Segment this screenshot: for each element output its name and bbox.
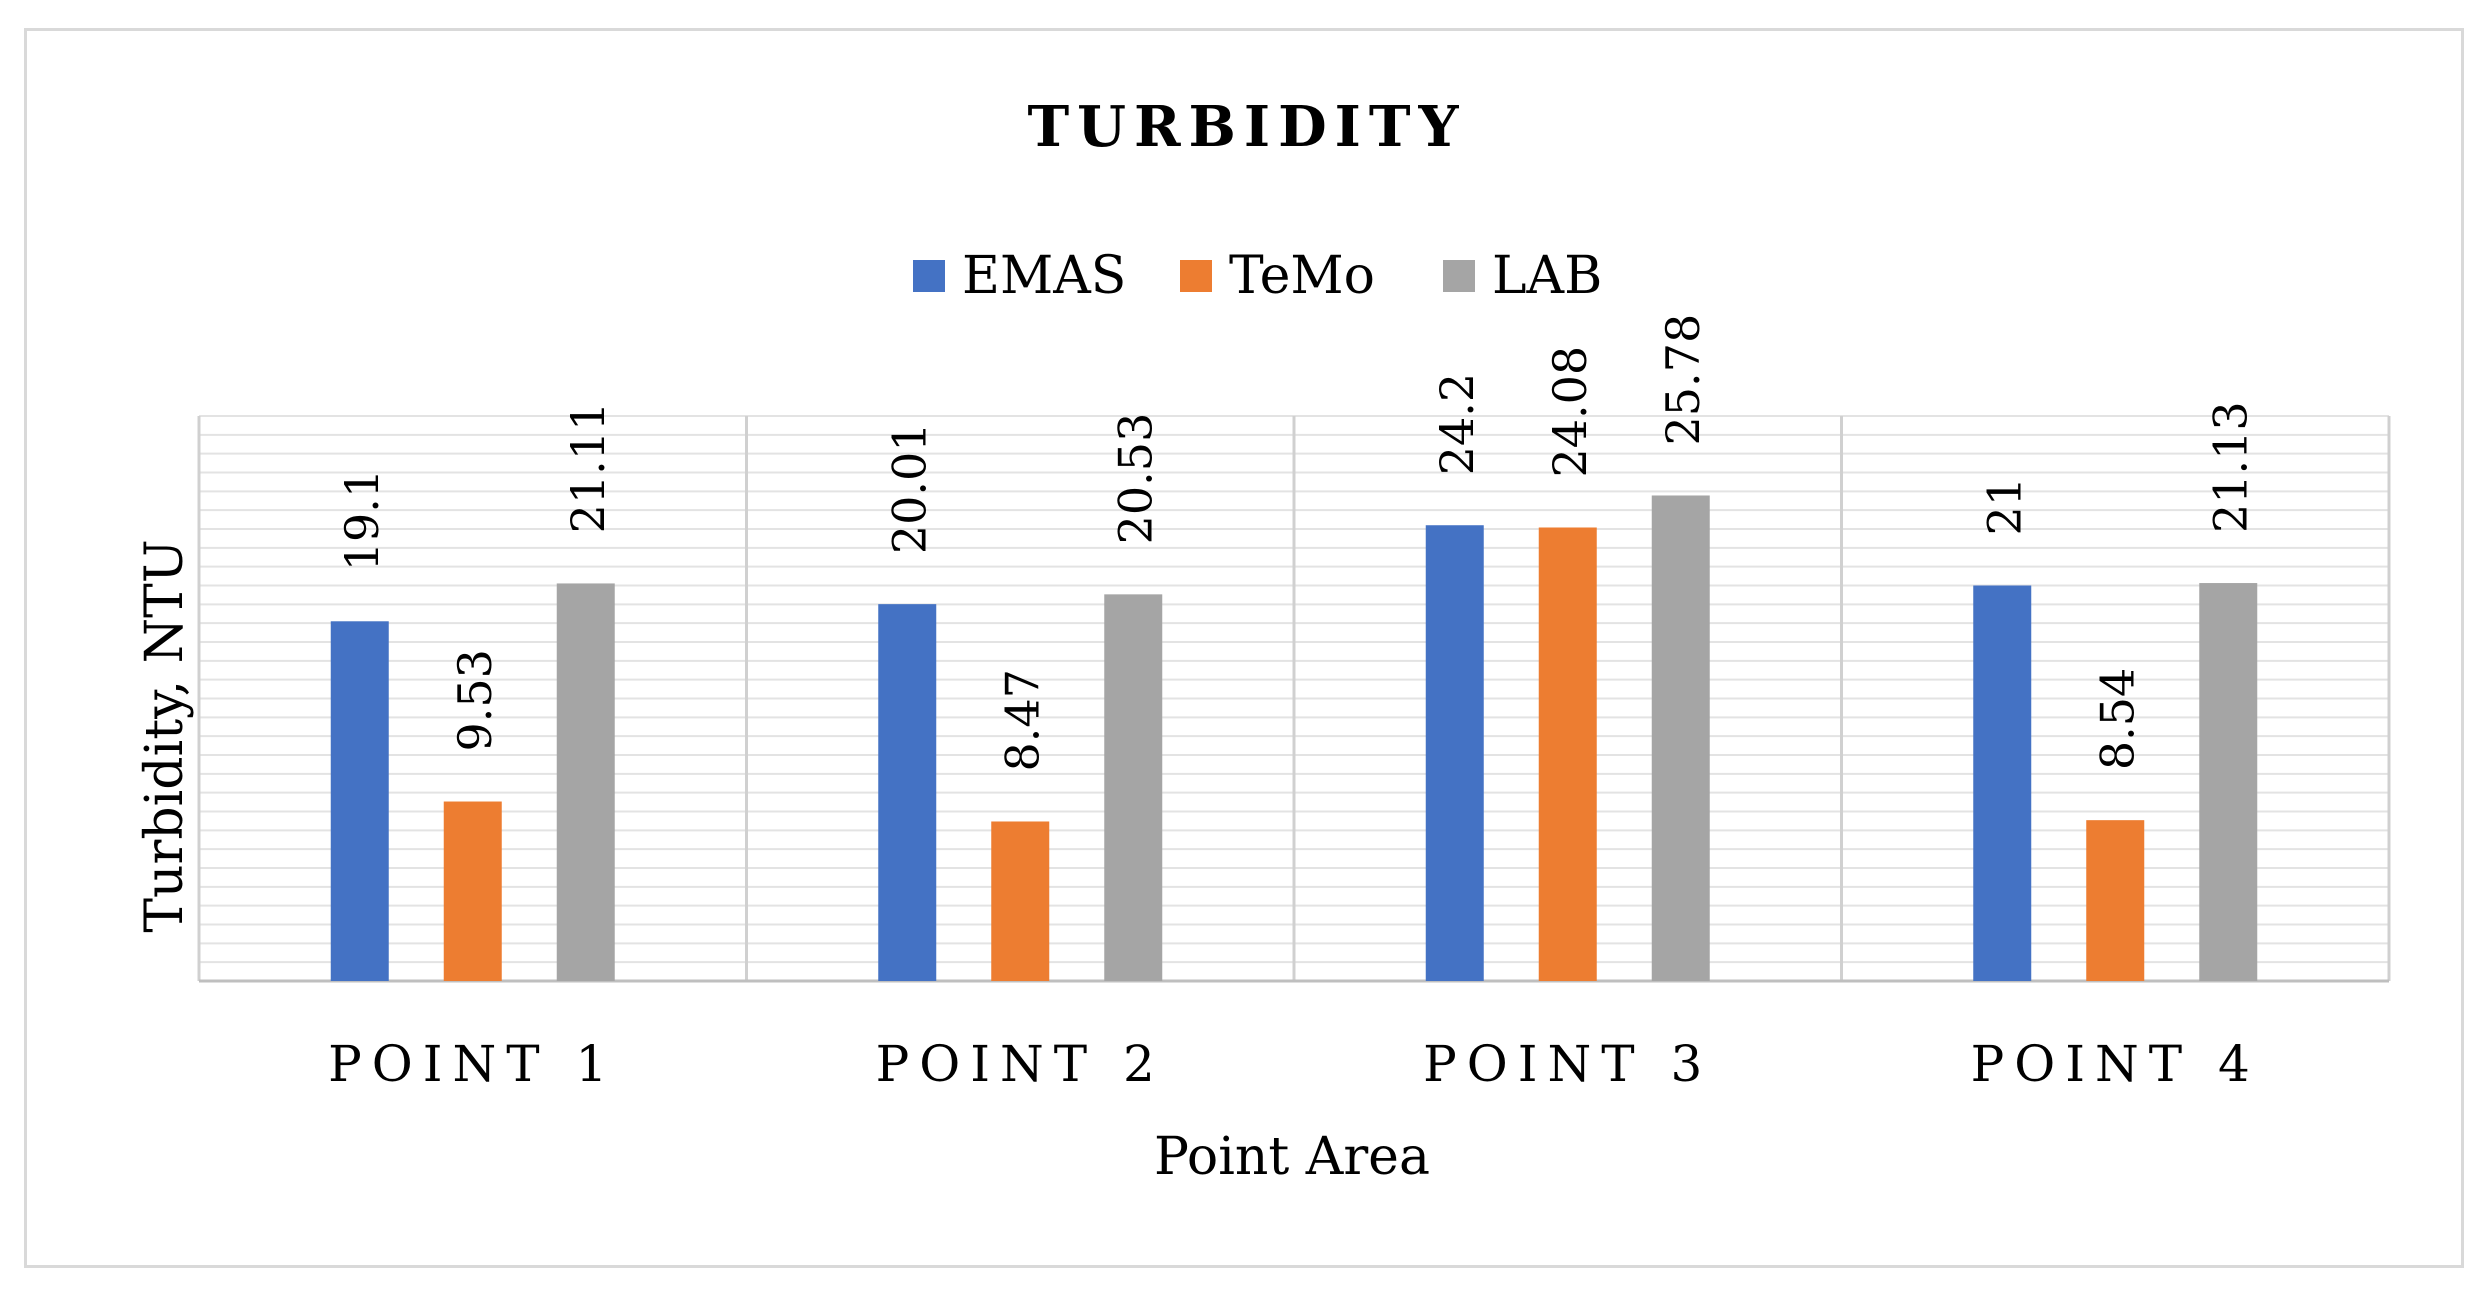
data-label-emas-3: 24.2 — [1430, 373, 1484, 475]
data-label-emas-1: 19.1 — [335, 469, 389, 571]
bar-temo-1 — [443, 801, 502, 981]
x-axis-title: Point Area — [1154, 1127, 1430, 1187]
gridlines — [197, 415, 2391, 983]
bar-emas-1 — [330, 621, 389, 981]
legend-swatch-temo — [1180, 260, 1212, 292]
legend-label-temo: TeMo — [1229, 246, 1375, 306]
x-tick-label-3: POINT 3 — [1423, 1035, 1712, 1093]
data-label-lab-3: 25.78 — [1656, 314, 1710, 446]
data-label-lab-4: 21.13 — [2203, 401, 2257, 533]
bar-lab-2 — [1104, 594, 1163, 981]
chart-title: TURBIDITY — [1028, 94, 1467, 160]
data-labels: 19.1 9.53 21.11 20.01 8.47 20.53 24.2 24.08 25.7… — [335, 314, 2258, 772]
bar-emas-4 — [1973, 585, 2032, 981]
data-label-temo-4: 8.54 — [2090, 668, 2144, 770]
data-label-lab-2: 20.53 — [1108, 413, 1162, 545]
legend-swatch-emas — [913, 260, 945, 292]
data-label-temo-2: 8.47 — [995, 669, 1049, 771]
data-label-lab-1: 21.11 — [561, 402, 615, 534]
chart-frame: TURBIDITY EMAS TeMo LAB 19.1 9.53 21.11 20.01… — [24, 28, 2464, 1268]
bar-temo-2 — [991, 821, 1050, 981]
bar-lab-3 — [1651, 495, 1710, 981]
bar-emas-2 — [878, 604, 937, 981]
legend: EMAS TeMo LAB — [913, 246, 1602, 306]
x-tick-label-4: POINT 4 — [1971, 1035, 2260, 1093]
x-tick-label-2: POINT 2 — [876, 1035, 1165, 1093]
data-label-emas-2: 20.01 — [882, 422, 936, 554]
bar-temo-4 — [2086, 820, 2145, 981]
x-tick-labels: POINT 1 POINT 2 POINT 3 POINT 4 — [328, 1035, 2260, 1093]
x-tick-label-1: POINT 1 — [328, 1035, 617, 1093]
data-label-emas-4: 21 — [1977, 477, 2031, 536]
legend-label-lab: LAB — [1492, 246, 1602, 306]
bar-temo-3 — [1538, 527, 1597, 981]
turbidity-chart: TURBIDITY EMAS TeMo LAB 19.1 9.53 21.11 20.01… — [135, 94, 2391, 1187]
bars — [330, 495, 2258, 981]
legend-label-emas: EMAS — [962, 246, 1126, 306]
bar-emas-3 — [1425, 525, 1484, 981]
bar-lab-1 — [556, 583, 615, 981]
data-label-temo-1: 9.53 — [448, 649, 502, 751]
bar-lab-4 — [2199, 583, 2258, 981]
y-axis-title: Turbidity, NTU — [135, 539, 195, 932]
legend-swatch-lab — [1443, 260, 1475, 292]
data-label-temo-3: 24.08 — [1543, 346, 1597, 478]
